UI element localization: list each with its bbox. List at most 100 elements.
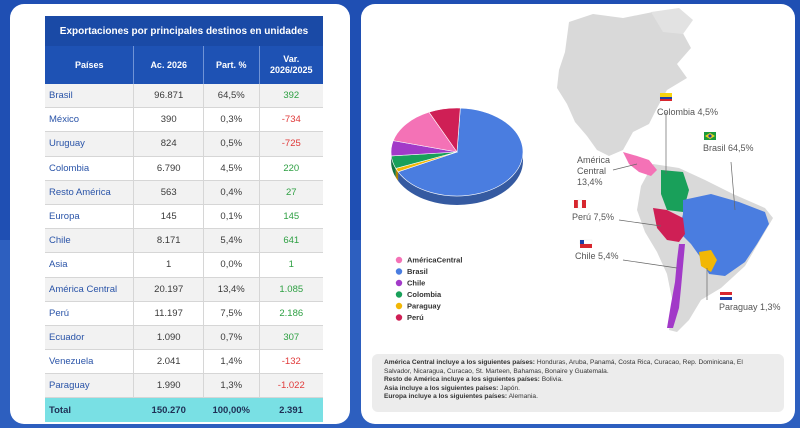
cell-part: 64,5% (203, 84, 260, 109)
legend-label: Colombia (407, 290, 442, 299)
table-row: Uruguay 824 0,5% -725 (45, 131, 323, 157)
table-row: México 390 0,3% -734 (45, 107, 323, 133)
legend-label: Chile (407, 279, 425, 288)
table-row: Asia 1 0,0% 1 (45, 252, 323, 278)
legend-swatch (395, 279, 403, 287)
note-text: Japón. (498, 384, 520, 392)
cell-var: 27 (259, 180, 323, 205)
cell-ac: 11.197 (133, 301, 204, 326)
note-line: Asia incluye a los siguientes países: Ja… (384, 385, 772, 394)
cell-pais: Asia (45, 252, 135, 278)
total-var: 2.391 (259, 397, 323, 423)
pie-slice-perú (428, 107, 461, 153)
cell-part: 0,7% (203, 325, 260, 351)
greenland-shape (651, 8, 693, 34)
cell-part: 13,4% (203, 277, 260, 302)
cell-pais: Perú (45, 301, 135, 326)
note-line: América Central incluye a los siguientes… (384, 359, 772, 376)
cell-pais: Paraguay (45, 373, 135, 399)
map-label-america-central-1: América (577, 155, 610, 165)
cell-ac: 2.041 (133, 349, 204, 375)
cell-ac: 6.790 (133, 156, 204, 181)
header-part: Part. % (203, 46, 260, 84)
legend-swatch (395, 268, 403, 275)
cell-ac: 96.871 (133, 84, 204, 109)
cell-var: -725 (259, 131, 323, 157)
header-paises: Países (45, 46, 135, 84)
cell-ac: 20.197 (133, 277, 204, 302)
cell-pais: Uruguay (45, 131, 135, 157)
cell-part: 1,4% (203, 349, 260, 375)
chart-map-svg: Colombia 4,5% Brasil 64,5% América Centr… (390, 8, 781, 332)
total-part: 100,00% (203, 397, 260, 423)
cell-ac: 824 (133, 131, 204, 157)
peru-region (653, 208, 685, 242)
note-heading: Europa incluye a los siguientes países: (384, 393, 508, 401)
table-row: Venezuela 2.041 1,4% -132 (45, 349, 323, 375)
header-ac: Ac. 2026 (133, 46, 204, 84)
cell-part: 0,1% (203, 204, 260, 230)
americas-map: Colombia 4,5% Brasil 64,5% América Centr… (557, 8, 781, 332)
peru-flag-icon (574, 199, 586, 209)
cell-part: 0,5% (203, 131, 260, 157)
colombia-flag-icon (660, 93, 672, 101)
table-row: Europa 145 0,1% 145 (45, 204, 323, 230)
legend-label: Paraguay (407, 302, 442, 311)
cell-pais: Brasil (45, 84, 135, 109)
cell-pais: Colombia (45, 156, 135, 181)
cell-part: 4,5% (203, 156, 260, 181)
legend-swatch (395, 314, 403, 321)
cell-pais: Venezuela (45, 349, 135, 375)
table-panel: Exportaciones por principales destinos e… (10, 4, 350, 424)
cell-pais: México (45, 107, 135, 133)
cell-pais: Europa (45, 204, 135, 230)
cell-var: 1 (259, 252, 323, 278)
table-row: Resto América 563 0,4% 27 (45, 180, 323, 205)
table-row: América Central 20.197 13,4% 1.085 (45, 277, 323, 302)
cell-var: 392 (259, 84, 323, 109)
cell-var: 220 (259, 156, 323, 181)
note-line: Europa incluye a los siguientes países: … (384, 393, 772, 402)
cell-ac: 145 (133, 204, 204, 230)
header-var: Var. 2026/2025 (259, 46, 323, 84)
north-america-shape (557, 12, 691, 156)
note-line: Resto de América incluye a los siguiente… (384, 376, 772, 385)
cell-var: -132 (259, 349, 323, 375)
note-text: Bolivia. (539, 376, 563, 384)
cell-pais: Chile (45, 228, 135, 254)
exports-table: Exportaciones por principales destinos e… (45, 16, 323, 423)
legend-label: Perú (407, 313, 424, 322)
pie-slice-brasil (397, 107, 524, 197)
total-label: Total (45, 397, 134, 423)
cell-part: 0,3% (203, 107, 260, 133)
cell-part: 7,5% (203, 301, 260, 326)
map-label-paraguay: Paraguay 1,3% (719, 302, 781, 312)
cell-var: 307 (259, 325, 323, 351)
table-row: Paraguay 1.990 1,3% -1.022 (45, 373, 323, 399)
cell-var: -1.022 (259, 373, 323, 399)
colombia-region (661, 170, 689, 212)
chile-flag-icon (579, 239, 593, 248)
total-row: Total 150.270 100,00% 2.391 (45, 397, 323, 423)
cell-var: 1.085 (259, 277, 323, 302)
cell-var: 2.186 (259, 301, 323, 326)
cell-ac: 1 (133, 252, 204, 278)
table-row: Chile 8.171 5,4% 641 (45, 228, 323, 254)
cell-ac: 8.171 (133, 228, 204, 254)
map-label-america-central-2: Central (577, 166, 606, 176)
cell-ac: 390 (133, 107, 204, 133)
cell-var: 145 (259, 204, 323, 230)
cell-ac: 1.090 (133, 325, 204, 351)
note-text: Honduras, Aruba, Panamá, Costa Rica, Cur… (384, 359, 743, 375)
pie-slice-américacentral (392, 111, 458, 153)
cell-part: 0,0% (203, 252, 260, 278)
central-america-region (623, 152, 657, 176)
note-text: Alemania. (507, 393, 538, 401)
table-row: Colombia 6.790 4,5% 220 (45, 156, 323, 181)
total-ac: 150.270 (133, 397, 204, 423)
note-heading: Asia incluye a los siguientes países: (384, 384, 499, 392)
cell-ac: 1.990 (133, 373, 204, 399)
legend-label: AméricaCentral (407, 256, 462, 265)
cell-ac: 563 (133, 180, 204, 205)
notes-box: América Central incluye a los siguientes… (372, 354, 784, 412)
